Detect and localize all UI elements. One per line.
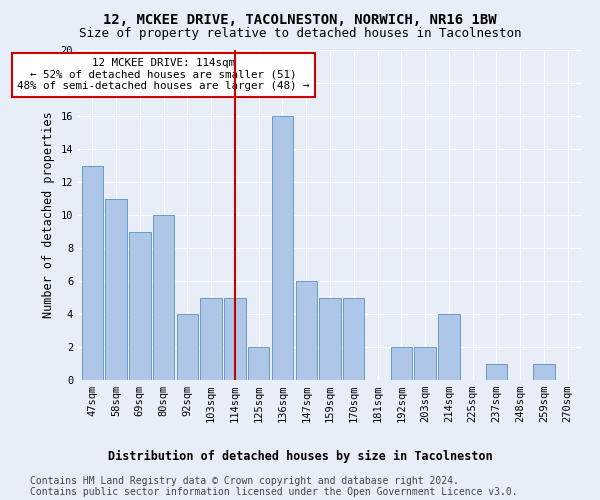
Bar	[533, 364, 554, 380]
Text: Distribution of detached houses by size in Tacolneston: Distribution of detached houses by size …	[107, 450, 493, 463]
Text: Contains public sector information licensed under the Open Government Licence v3: Contains public sector information licen…	[30, 487, 518, 497]
Bar	[248, 347, 269, 380]
Bar	[391, 347, 412, 380]
Bar	[415, 347, 436, 380]
Bar	[272, 116, 293, 380]
Bar	[200, 298, 222, 380]
Bar	[343, 298, 364, 380]
Bar	[153, 215, 174, 380]
Bar	[176, 314, 198, 380]
Bar	[319, 298, 341, 380]
Bar	[129, 232, 151, 380]
Text: Contains HM Land Registry data © Crown copyright and database right 2024.: Contains HM Land Registry data © Crown c…	[30, 476, 459, 486]
Text: 12 MCKEE DRIVE: 114sqm
← 52% of detached houses are smaller (51)
48% of semi-det: 12 MCKEE DRIVE: 114sqm ← 52% of detached…	[17, 58, 310, 92]
Y-axis label: Number of detached properties: Number of detached properties	[42, 112, 55, 318]
Bar	[438, 314, 460, 380]
Bar	[224, 298, 245, 380]
Text: 12, MCKEE DRIVE, TACOLNESTON, NORWICH, NR16 1BW: 12, MCKEE DRIVE, TACOLNESTON, NORWICH, N…	[103, 12, 497, 26]
Bar	[82, 166, 103, 380]
Bar	[296, 281, 317, 380]
Text: Size of property relative to detached houses in Tacolneston: Size of property relative to detached ho…	[79, 28, 521, 40]
Bar	[486, 364, 507, 380]
Bar	[106, 198, 127, 380]
